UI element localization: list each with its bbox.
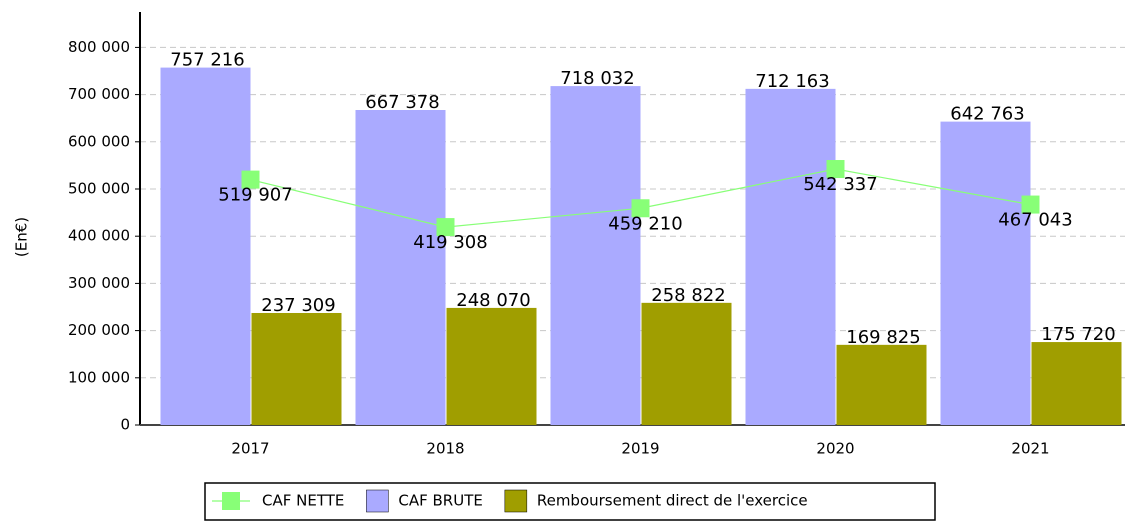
line-marker (436, 218, 455, 237)
y-tick-label: 600 000 (68, 132, 130, 150)
bar-value-label: 642 763 (950, 104, 1024, 125)
line-marker (241, 170, 260, 189)
x-tick-label: 2018 (426, 440, 464, 458)
y-tick-label: 400 000 (68, 227, 130, 245)
x-tick-label: 2021 (1011, 440, 1049, 458)
bar-value-label: 237 309 (261, 295, 335, 316)
legend-label: Remboursement direct de l'exercice (537, 492, 808, 510)
bar-value-label: 169 825 (846, 327, 920, 348)
y-tick-label: 0 (120, 416, 130, 434)
bar (836, 344, 927, 425)
legend-swatch (504, 489, 528, 513)
x-tick-label: 2019 (621, 440, 659, 458)
bar (641, 302, 732, 425)
y-tick-label: 700 000 (68, 85, 130, 103)
line-value-label: 459 210 (608, 213, 682, 234)
y-axis-label: (En€) (13, 217, 31, 257)
y-tick-label: 200 000 (68, 321, 130, 339)
y-tick-label: 800 000 (68, 38, 130, 56)
bar (1031, 342, 1122, 425)
legend-swatch (366, 489, 389, 513)
bar-value-label: 718 032 (560, 68, 634, 89)
bar (251, 312, 342, 425)
bar-value-label: 248 070 (456, 290, 530, 311)
line-value-label: 542 337 (803, 174, 877, 195)
bar-value-label: 667 378 (365, 92, 439, 113)
bar-value-label: 712 163 (755, 71, 829, 92)
line-marker (631, 199, 650, 218)
bar (550, 86, 641, 425)
bar-value-label: 175 720 (1041, 324, 1115, 345)
x-tick-label: 2020 (816, 440, 854, 458)
legend-box (204, 482, 936, 521)
legend-label: CAF BRUTE (398, 492, 482, 510)
line-value-label: 419 308 (413, 232, 487, 253)
bar-value-label: 258 822 (651, 285, 725, 306)
bar (160, 67, 251, 425)
legend-label: CAF NETTE (262, 492, 344, 510)
y-tick-label: 500 000 (68, 180, 130, 198)
line-marker (826, 160, 845, 179)
bar (446, 307, 537, 425)
line-value-label: 519 907 (218, 185, 292, 206)
bar (745, 88, 836, 425)
line-value-label: 467 043 (998, 210, 1072, 231)
bar-value-label: 757 216 (170, 50, 244, 71)
x-tick-label: 2017 (231, 440, 269, 458)
y-tick-label: 300 000 (68, 274, 130, 292)
bar (940, 121, 1031, 425)
bar (355, 109, 446, 425)
y-tick-label: 100 000 (68, 368, 130, 386)
line-marker (1021, 195, 1040, 214)
legend-swatch (222, 492, 240, 510)
